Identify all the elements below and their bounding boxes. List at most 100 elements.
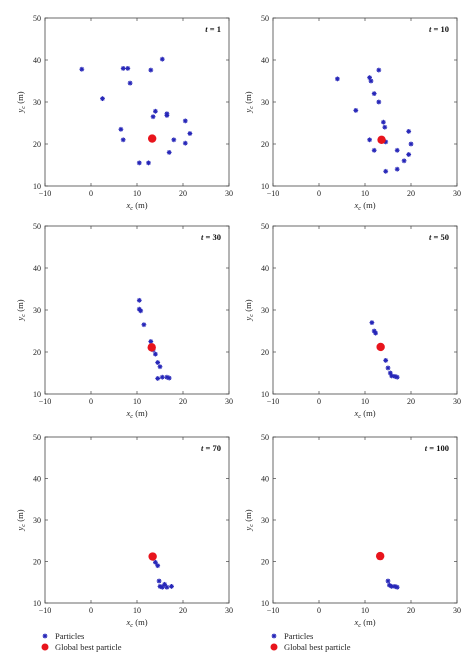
global-best-series — [377, 135, 386, 144]
y-axis-label: yc (m) — [243, 91, 255, 113]
plot-frame — [44, 436, 230, 604]
y-tick-label: 20 — [261, 348, 269, 357]
y-tick-label: 30 — [33, 516, 41, 525]
particle-marker — [155, 376, 161, 381]
particle-marker — [394, 584, 400, 590]
panel-time-label: t = 10 — [429, 24, 449, 34]
x-axis-label: xc (m) — [353, 408, 375, 420]
x-tick-label: −10 — [39, 397, 52, 406]
global-best-marker — [148, 552, 157, 561]
particles-series — [152, 559, 174, 590]
y-axis-label: yc (m) — [15, 91, 27, 113]
y-tick-label: 30 — [261, 98, 269, 107]
particle-marker — [394, 166, 400, 172]
particle-marker — [169, 584, 174, 589]
panel-2: −10 0 10 20 30 10 20 30 40 50 xc (m) yc (m) t = 10 — [243, 14, 461, 212]
particle-marker — [385, 365, 391, 371]
y-axis-label: yc (m) — [243, 299, 255, 321]
particles-series — [136, 297, 172, 381]
y-tick-label: 10 — [33, 390, 41, 399]
y-tick-label: 40 — [33, 56, 41, 65]
x-tick-label: 10 — [361, 397, 369, 406]
panel-3: −10 0 10 20 30 10 20 30 40 50 xc (m) yc (m) t = 30 — [15, 222, 233, 420]
global-best-series — [375, 551, 385, 561]
particle-marker — [166, 375, 172, 381]
y-tick-label: 30 — [33, 98, 41, 107]
particle-marker — [389, 584, 395, 589]
y-tick-label: 30 — [261, 516, 269, 525]
panel-time-label: t = 50 — [429, 232, 449, 242]
legend-left: Particles Global best particle — [41, 631, 122, 652]
x-tick-label: 20 — [179, 397, 187, 406]
particle-marker — [373, 330, 378, 336]
particle-marker — [118, 126, 124, 132]
y-tick-label: 30 — [33, 306, 41, 315]
particle-marker — [353, 108, 359, 113]
x-tick-label: 30 — [225, 606, 233, 615]
x-tick-label: 10 — [361, 606, 369, 615]
particle-marker — [159, 56, 165, 62]
x-tick-label: 30 — [453, 189, 461, 198]
global-best-marker — [147, 343, 156, 352]
particle-marker — [401, 158, 407, 164]
y-axis-label: yc (m) — [243, 509, 255, 531]
global-best-series — [147, 343, 156, 352]
x-axis-label: xc (m) — [125, 408, 147, 420]
particle-marker — [148, 339, 154, 344]
y-tick-label: 10 — [261, 182, 269, 191]
panel-time-label: t = 30 — [201, 232, 221, 242]
x-tick-label: 20 — [179, 189, 187, 198]
particle-marker — [367, 137, 373, 143]
y-tick-label: 40 — [261, 264, 269, 273]
y-tick-label: 50 — [33, 433, 41, 442]
x-tick-label: 30 — [225, 189, 233, 198]
particle-marker — [171, 137, 177, 143]
y-tick-label: 40 — [261, 56, 269, 65]
legend-left-particles-label: Particles — [55, 631, 84, 641]
particle-marker — [164, 113, 170, 118]
y-tick-label: 40 — [33, 475, 41, 484]
y-tick-label: 20 — [261, 140, 269, 149]
x-tick-label: −10 — [267, 606, 280, 615]
x-tick-label: 0 — [317, 606, 321, 615]
particle-marker — [368, 78, 374, 84]
x-tick-label: 0 — [89, 397, 93, 406]
panel-time-label: t = 1 — [205, 24, 221, 34]
particle-marker — [150, 114, 156, 120]
y-tick-label: 20 — [33, 348, 41, 357]
particle-marker — [382, 124, 388, 130]
x-tick-label: −10 — [39, 189, 52, 198]
panel-time-label: t = 70 — [201, 443, 221, 453]
particle-marker — [371, 91, 377, 96]
particle-marker — [394, 374, 400, 380]
y-axis-label: yc (m) — [15, 509, 27, 531]
particle-marker — [376, 67, 382, 73]
y-tick-label: 30 — [261, 306, 269, 315]
x-tick-label: −10 — [267, 189, 280, 198]
y-tick-label: 40 — [33, 264, 41, 273]
particle-marker — [138, 308, 144, 314]
y-tick-label: 20 — [33, 558, 41, 567]
particle-marker — [182, 140, 188, 146]
particle-marker — [385, 578, 391, 584]
global-best-series — [376, 342, 385, 352]
panels: −10 0 10 20 30 10 20 30 40 50 xc (m) yc (m) t = 1 −10… — [15, 14, 461, 629]
x-tick-label: 0 — [317, 189, 321, 198]
particle-marker — [376, 99, 382, 105]
global-best-marker — [147, 134, 157, 143]
x-tick-label: 10 — [361, 189, 369, 198]
y-tick-label: 50 — [33, 14, 41, 23]
plot-frame — [44, 17, 230, 187]
particle-marker — [148, 67, 154, 73]
particle-marker — [383, 168, 389, 174]
particle-marker — [100, 96, 105, 102]
x-tick-label: 10 — [133, 189, 141, 198]
particles-series — [369, 320, 400, 380]
particle-marker — [334, 76, 340, 82]
x-tick-label: 0 — [89, 189, 93, 198]
particle-marker — [136, 160, 142, 166]
x-tick-label: 10 — [133, 397, 141, 406]
y-tick-label: 50 — [261, 222, 269, 231]
legend-right-particles-marker — [271, 633, 277, 639]
